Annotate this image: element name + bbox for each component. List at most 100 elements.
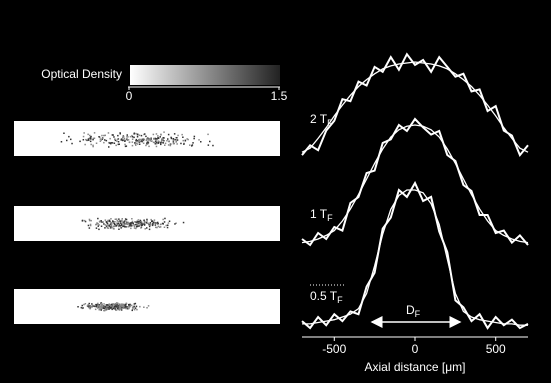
- cloud-pixel: [136, 226, 138, 228]
- cloud-pixel: [110, 222, 112, 224]
- cloud-pixel: [132, 308, 134, 310]
- cloud-pixel: [181, 134, 183, 136]
- cloud-pixel: [198, 139, 200, 141]
- cloud-pixel: [177, 139, 179, 141]
- cloud-pixel: [157, 140, 159, 142]
- cloud-pixel: [123, 308, 125, 310]
- cloud-pixel: [140, 223, 142, 225]
- cloud-pixel: [130, 222, 132, 224]
- cloud-pixel: [83, 136, 85, 138]
- cloud-pixel: [183, 222, 185, 224]
- cloud-pixel: [89, 306, 91, 308]
- cloud-pixel: [119, 144, 121, 146]
- cloud-pixel: [151, 141, 153, 143]
- cloud-pixel: [110, 305, 112, 307]
- cloud-pixel: [162, 219, 164, 221]
- cloud-pixel: [82, 220, 84, 222]
- cloud-pixel: [108, 132, 110, 134]
- cloud-pixel: [156, 143, 158, 145]
- cloud-pixel: [99, 307, 101, 309]
- cloud-pixel: [145, 145, 147, 147]
- cloud-pixel: [105, 219, 107, 221]
- cloud-pixel: [134, 309, 136, 311]
- cloud-pixel: [200, 141, 202, 143]
- cloud-pixel: [115, 219, 117, 221]
- cloud-pixel: [98, 229, 100, 231]
- colorbar-tick-label: 1.5: [271, 89, 288, 103]
- cloud-pixel: [170, 137, 172, 139]
- cloud-pixel: [110, 307, 112, 309]
- cloud-pixel: [79, 141, 81, 143]
- cloud-pixel: [208, 144, 210, 146]
- cloud-pixel: [138, 140, 140, 142]
- cloud-pixel: [120, 227, 122, 229]
- cloud-pixel: [125, 218, 127, 220]
- cloud-pixel: [114, 308, 116, 310]
- cloud-pixel: [194, 136, 196, 138]
- cloud-pixel: [164, 218, 166, 220]
- cloud-pixel: [123, 306, 125, 308]
- cloud-pixel: [155, 138, 157, 140]
- cloud-pixel: [122, 218, 124, 220]
- cloud-pixel: [162, 223, 164, 225]
- cloud-pixel: [167, 227, 169, 229]
- cloud-pixel: [92, 146, 94, 148]
- cloud-pixel: [183, 140, 185, 142]
- cloud-pixel: [160, 136, 162, 138]
- cloud-pixel: [63, 133, 64, 135]
- cloud-pixel: [101, 226, 103, 228]
- cloud-pixel: [117, 135, 119, 137]
- cloud-pixel: [105, 306, 107, 308]
- cloud-pixel: [122, 140, 124, 142]
- label-subscript: F: [327, 118, 333, 128]
- cloud-pixel: [156, 138, 158, 140]
- cloud-pixel: [158, 226, 160, 228]
- cloud-pixel: [90, 138, 92, 140]
- cloud-pixel: [126, 221, 128, 223]
- cloud-pixel: [97, 305, 99, 307]
- cloud-pixel: [111, 309, 113, 311]
- cloud-pixel: [209, 141, 211, 143]
- cloud-pixel: [127, 140, 129, 142]
- cloud-pixel: [116, 306, 118, 308]
- cloud-pixel: [154, 219, 156, 221]
- cloud-pixel: [174, 133, 176, 135]
- cloud-pixel: [167, 138, 169, 140]
- cloud-pixel: [134, 303, 136, 305]
- cloud-pixel: [82, 307, 84, 309]
- x-tick-label: -500: [322, 342, 346, 356]
- cloud-pixel: [164, 227, 166, 229]
- cloud-pixel: [104, 139, 106, 141]
- cloud-pixel: [139, 144, 141, 146]
- cloud-pixel: [170, 143, 172, 145]
- cloud-pixel: [136, 309, 138, 311]
- cloud-pixel: [133, 137, 135, 139]
- cloud-pixel: [141, 135, 143, 137]
- cloud-pixel: [103, 303, 105, 305]
- cloud-pixel: [146, 222, 148, 224]
- cloud-pixel: [101, 309, 103, 311]
- cloud-pixel: [132, 307, 134, 309]
- cloud-pixel: [84, 220, 86, 222]
- cloud-pixel: [135, 143, 137, 145]
- cloud-pixel: [137, 134, 139, 136]
- cloud-pixel: [136, 306, 138, 308]
- cloud-pixel: [91, 303, 93, 305]
- cloud-pixel: [82, 305, 84, 307]
- cloud-pixel: [91, 306, 93, 308]
- cloud-pixel: [126, 306, 128, 308]
- cloud-pixel: [113, 136, 115, 138]
- cloud-pixel: [135, 133, 137, 135]
- cloud-pixel: [123, 305, 125, 307]
- cloud-pixel: [137, 141, 139, 143]
- cloud-pixel: [173, 138, 175, 140]
- cloud-pixel: [152, 223, 154, 225]
- cloud-pixel: [103, 310, 105, 312]
- cloud-pixel: [103, 142, 105, 144]
- cloud-pixel: [154, 142, 156, 144]
- cloud-pixel: [133, 306, 135, 308]
- cloud-pixel: [126, 145, 128, 147]
- cloud-pixel: [92, 305, 94, 307]
- cloud-pixel: [124, 225, 126, 227]
- cloud-pixel: [135, 307, 137, 309]
